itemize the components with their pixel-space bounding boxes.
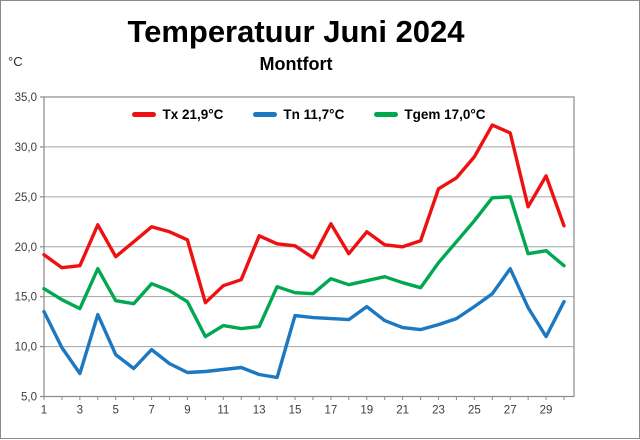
x-tick-label-23: 23 <box>432 405 445 417</box>
x-tick-label-19: 19 <box>360 405 373 417</box>
tn-legend-marker-icon <box>253 111 278 117</box>
x-tick-label-13: 13 <box>253 405 266 417</box>
x-tick-label-25: 25 <box>468 405 481 417</box>
legend-item-tx: Tx 21,9°C <box>132 107 223 122</box>
x-tick-label-5: 5 <box>113 405 119 417</box>
tn-line <box>42 267 566 380</box>
page-subtitle: Montfort <box>259 53 333 74</box>
y-tick-label-10: 10,0 <box>15 342 37 354</box>
x-tick-label-11: 11 <box>217 405 229 417</box>
x-tick-label-17: 17 <box>324 405 337 417</box>
tx-legend-marker-icon <box>132 111 157 117</box>
x-tick-label-27: 27 <box>504 405 517 417</box>
x-tick-label-3: 3 <box>77 405 83 417</box>
tn-legend-label: Tn 11,7°C <box>283 106 345 122</box>
tx-legend-label: Tx 21,9°C <box>162 106 224 122</box>
title-block: Temperatuur Juni 2024 Montfort <box>1 14 591 75</box>
tgem-legend-marker-icon <box>374 111 399 117</box>
x-tick-label-29: 29 <box>540 405 553 417</box>
y-tick-label-30: 30,0 <box>15 142 37 154</box>
y-tick-label-25: 25,0 <box>15 192 37 204</box>
x-tick-label-15: 15 <box>289 405 302 417</box>
x-tick-label-1: 1 <box>41 405 47 417</box>
y-tick-label-20: 20,0 <box>15 242 37 254</box>
x-tick-label-21: 21 <box>396 405 409 417</box>
page-title: Temperatuur Juni 2024 <box>127 14 465 49</box>
tx-line <box>42 123 566 305</box>
legend-item-tn: Tn 11,7°C <box>253 107 344 122</box>
y-tick-label-15: 15,0 <box>15 292 37 304</box>
legend-item-tgem: Tgem 17,0°C <box>374 106 486 122</box>
y-tick-label-35: 35,0 <box>15 92 37 104</box>
tgem-legend-label: Tgem 17,0°C <box>404 106 486 122</box>
x-tick-label-7: 7 <box>148 405 154 417</box>
x-tick-label-9: 9 <box>184 405 190 417</box>
y-axis-unit-label: °C <box>8 54 23 69</box>
y-tick-label-5: 5,0 <box>21 392 37 404</box>
legend: Tx 21,9°C Tn 11,7°C Tgem 17,0°C <box>44 105 574 123</box>
tgem-line <box>42 195 566 339</box>
